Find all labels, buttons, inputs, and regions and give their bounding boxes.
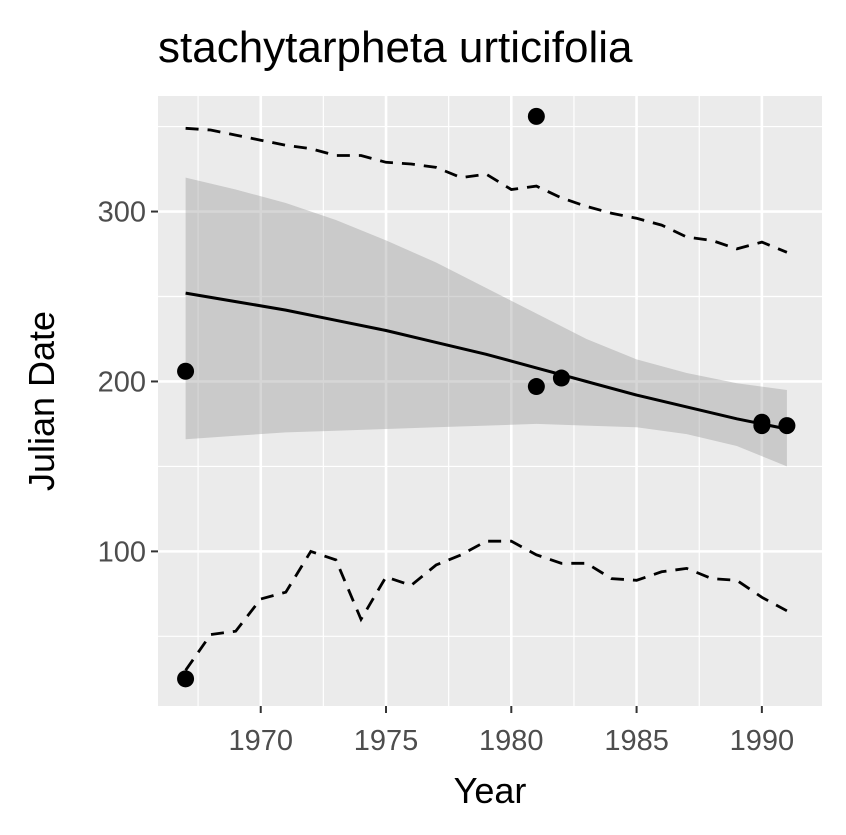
x-tick-label: 1985 <box>604 725 669 757</box>
major-grid <box>158 96 822 706</box>
lower-dashed-line <box>184 539 788 672</box>
data-point <box>778 417 796 435</box>
dashed-lines-layer <box>184 126 788 672</box>
x-tick-label: 1990 <box>730 725 795 757</box>
x-tick-label: 1980 <box>479 725 544 757</box>
minor-grid <box>158 96 822 706</box>
x-axis-title: Year <box>454 770 527 811</box>
data-point <box>753 417 771 435</box>
y-axis-title: Julian Date <box>21 311 62 491</box>
data-point <box>527 378 545 396</box>
y-tick-label: 200 <box>98 366 146 398</box>
points-layer <box>177 107 796 688</box>
data-point <box>177 362 195 380</box>
x-axis-ticks: 1970 1975 1980 1985 1990 <box>228 706 794 757</box>
data-point <box>177 670 195 688</box>
y-tick-label: 100 <box>98 536 146 568</box>
data-point <box>552 369 570 387</box>
y-tick-label: 300 <box>98 197 146 229</box>
x-tick-label: 1975 <box>354 725 419 757</box>
fit-line-layer <box>185 291 788 431</box>
chart-title: stachytarpheta urticifolia <box>158 23 633 72</box>
plot-panel <box>158 96 822 706</box>
y-axis-ticks: 100 200 300 <box>98 197 158 568</box>
x-tick-label: 1970 <box>228 725 293 757</box>
fit-line <box>185 291 788 431</box>
data-point <box>527 107 545 125</box>
